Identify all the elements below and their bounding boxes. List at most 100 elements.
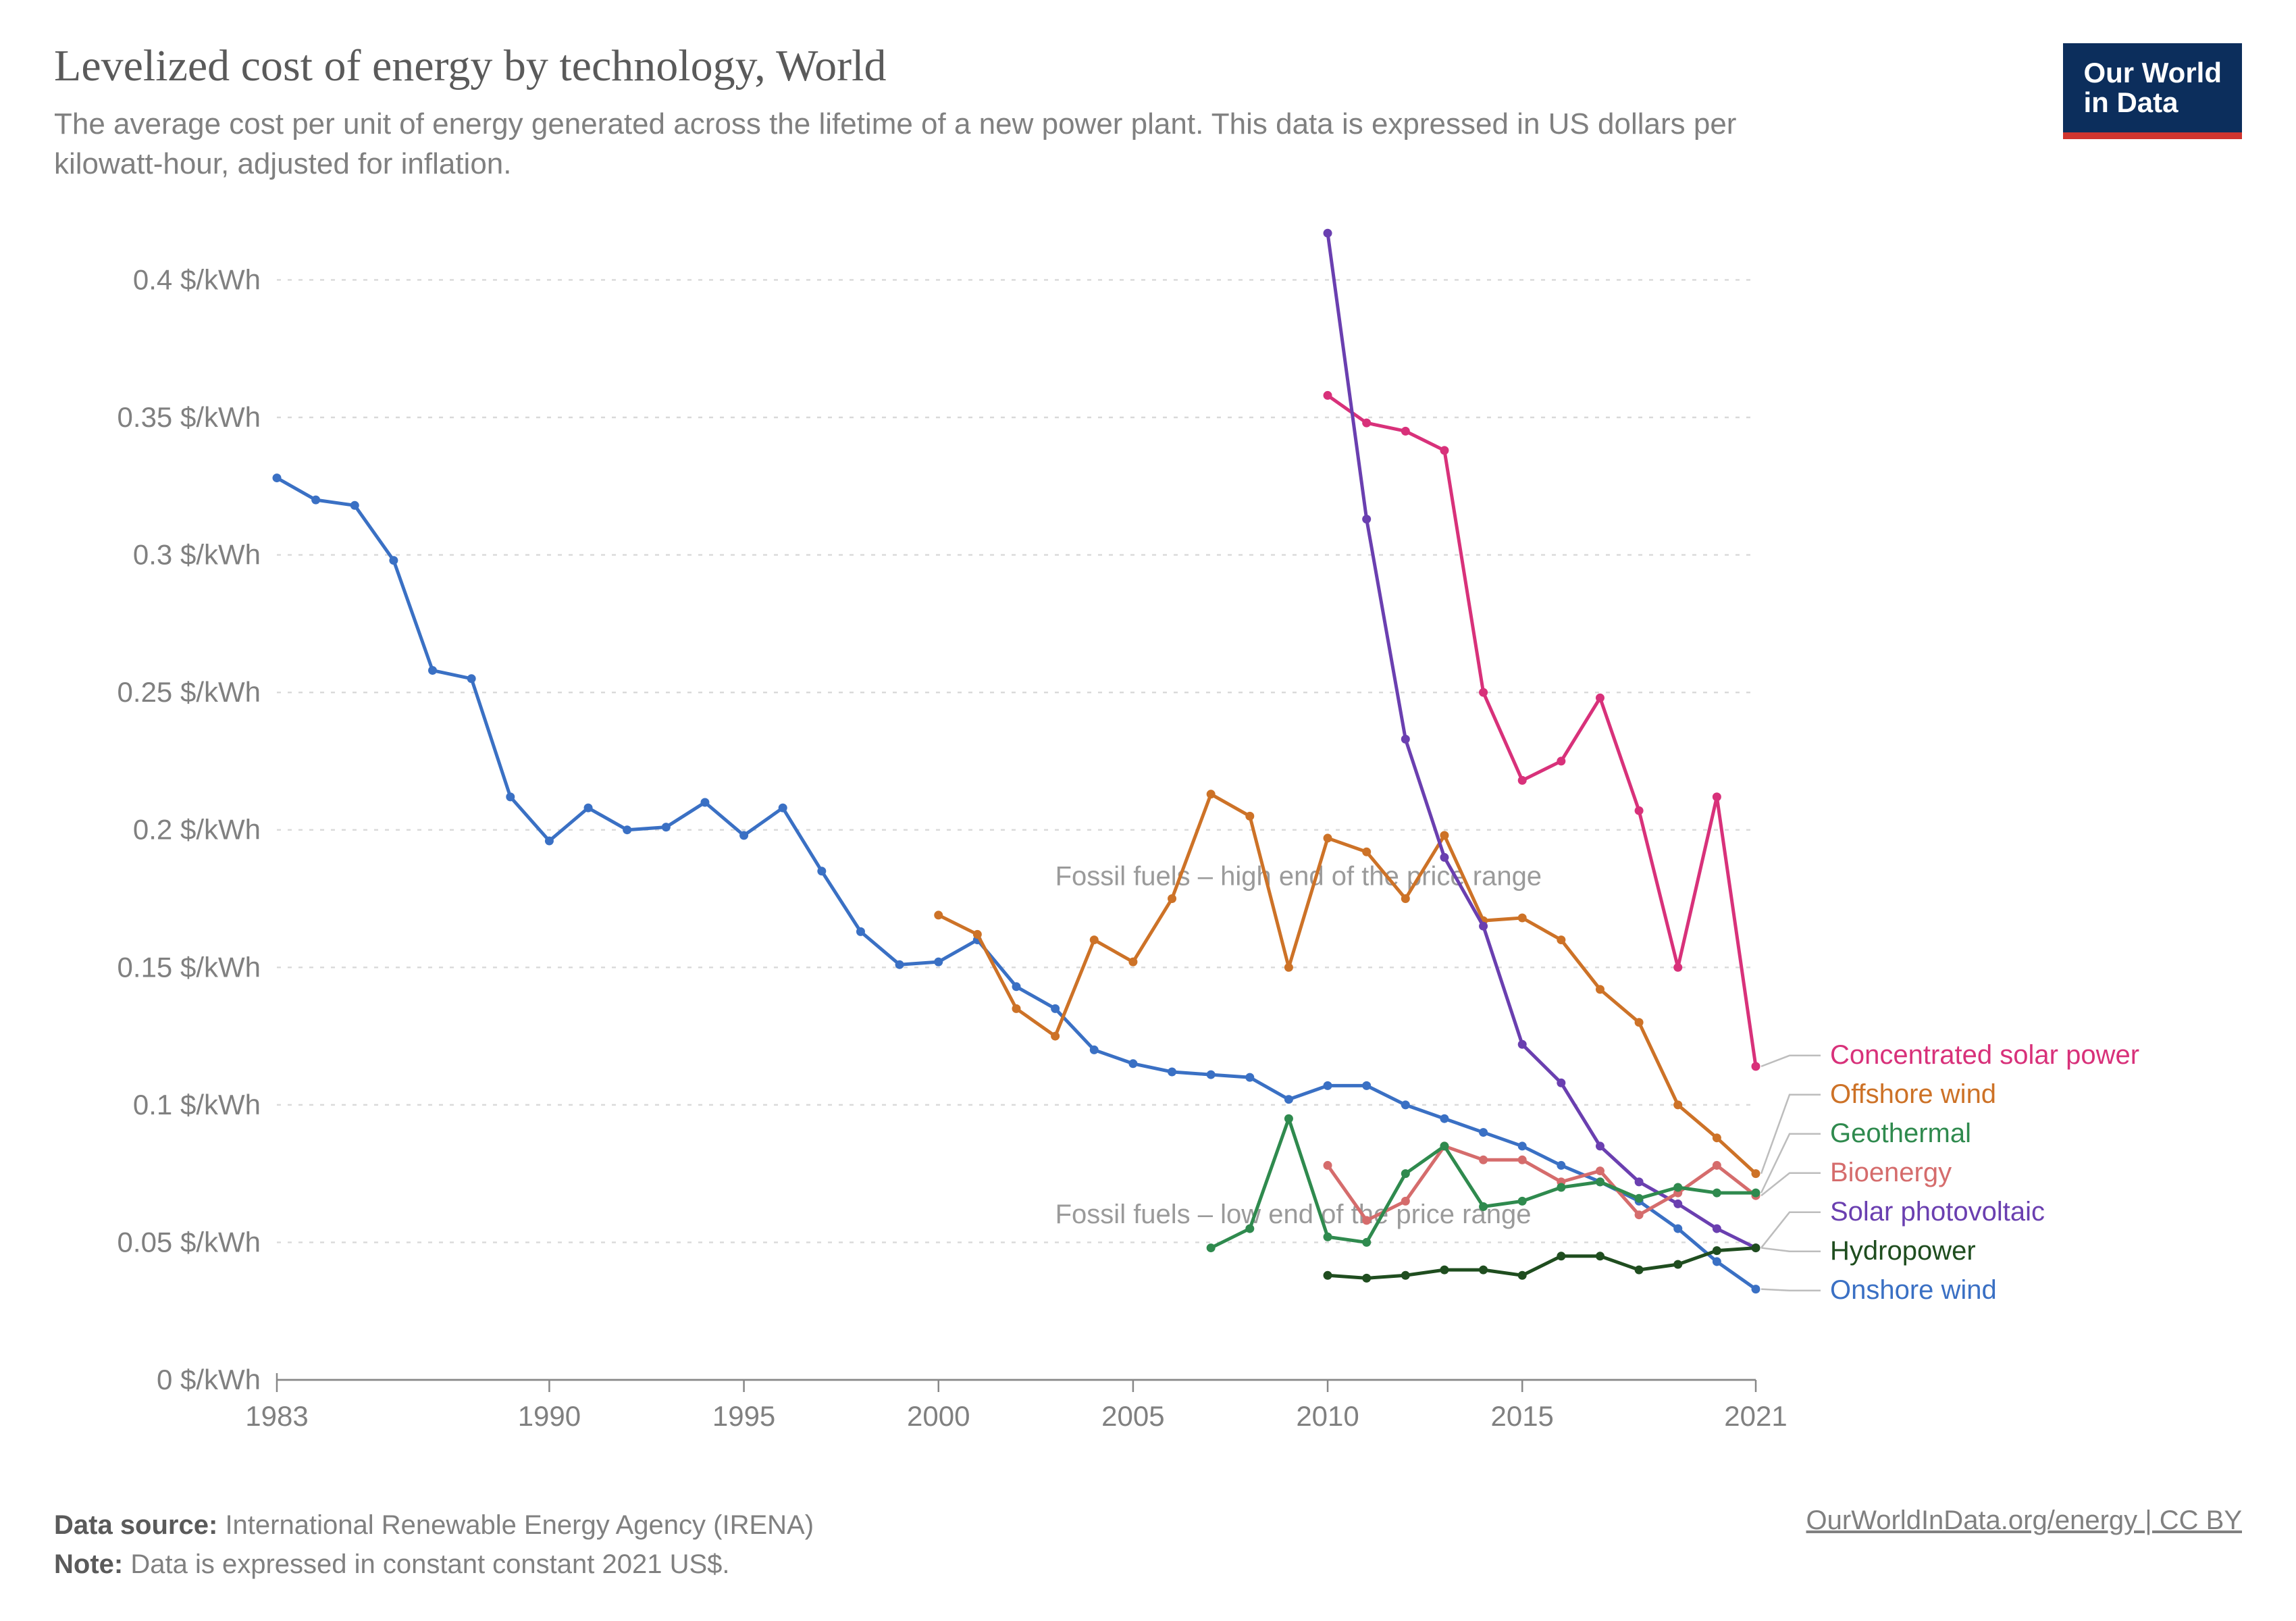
y-tick-label: 0.15 $/kWh [118, 951, 261, 983]
data-point [1362, 515, 1371, 523]
data-point [1168, 1067, 1176, 1076]
label-connector [1761, 1289, 1821, 1290]
data-point [1051, 1031, 1060, 1040]
data-point [1362, 418, 1371, 427]
chart-subtitle: The average cost per unit of energy gene… [54, 104, 1844, 184]
data-point [1713, 1188, 1721, 1197]
label-connector [1761, 1134, 1821, 1193]
data-point [1090, 1046, 1099, 1054]
data-point [389, 556, 398, 565]
data-point [1596, 1166, 1604, 1175]
data-point [1440, 1141, 1449, 1150]
series-line [1328, 395, 1756, 1066]
data-point [350, 501, 359, 510]
label-connector [1761, 1212, 1821, 1248]
data-point [1518, 1040, 1527, 1049]
label-connector [1761, 1247, 1821, 1251]
x-tick-label: 2010 [1296, 1400, 1359, 1432]
data-point [1012, 1004, 1021, 1013]
data-point [1713, 1161, 1721, 1170]
chart-svg: 0 $/kWh0.05 $/kWh0.1 $/kWh0.15 $/kWh0.2 … [54, 205, 2242, 1468]
data-point [934, 910, 943, 919]
label-connector [1761, 1056, 1821, 1066]
logo-line-2: in Data [2083, 86, 2178, 118]
band-label: Fossil fuels – low end of the price rang… [1055, 1200, 1532, 1229]
data-point [1245, 1073, 1254, 1081]
data-point [1673, 1200, 1682, 1208]
data-point [1401, 1271, 1410, 1280]
y-tick-label: 0.35 $/kWh [118, 401, 261, 433]
x-tick-label: 1995 [712, 1400, 775, 1432]
series-line [1328, 1247, 1756, 1278]
data-point [1362, 848, 1371, 856]
data-point [1245, 1224, 1254, 1233]
x-tick-label: 1990 [518, 1400, 581, 1432]
data-point [1557, 1252, 1565, 1260]
data-point [1324, 391, 1332, 400]
data-point [1440, 853, 1449, 862]
data-point [973, 930, 982, 939]
data-point [1284, 1095, 1293, 1104]
data-point [273, 473, 282, 482]
footer-link[interactable]: OurWorldInData.org/energy | CC BY [1806, 1506, 2242, 1536]
footer: Data source: International Renewable Ene… [54, 1506, 2242, 1584]
data-point [1128, 957, 1137, 966]
x-tick-label: 2021 [1724, 1400, 1787, 1432]
data-point [1635, 806, 1644, 815]
data-point [1596, 1141, 1604, 1150]
data-point [428, 666, 437, 675]
data-point [1518, 1141, 1527, 1150]
data-point [1557, 756, 1565, 765]
data-point [1284, 963, 1293, 972]
series-label: Offshore wind [1830, 1079, 1996, 1109]
source-value: International Renewable Energy Agency (I… [225, 1510, 814, 1540]
data-point [779, 803, 787, 812]
data-point [1596, 1252, 1604, 1260]
data-point [1596, 1177, 1604, 1186]
data-point [1557, 935, 1565, 944]
data-point [1324, 1271, 1332, 1280]
data-point [856, 927, 865, 936]
data-point [1401, 735, 1410, 744]
data-point [1128, 1059, 1137, 1068]
note-label: Note: [54, 1549, 123, 1579]
data-point [1479, 1156, 1488, 1164]
data-point [1518, 1197, 1527, 1206]
data-point [700, 798, 709, 806]
data-point [934, 957, 943, 966]
logo-line-1: Our World [2083, 57, 2222, 88]
data-point [1596, 985, 1604, 994]
data-point [1440, 1265, 1449, 1274]
data-point [1401, 1169, 1410, 1178]
data-point [1596, 694, 1604, 702]
data-point [817, 867, 826, 875]
data-point [1752, 1285, 1760, 1293]
data-point [1245, 812, 1254, 821]
data-point [506, 792, 515, 801]
data-point [1284, 1114, 1293, 1123]
data-point [1635, 1210, 1644, 1219]
data-point [1207, 790, 1216, 798]
y-tick-label: 0.25 $/kWh [118, 676, 261, 708]
data-point [1752, 1188, 1760, 1197]
data-point [1713, 1246, 1721, 1255]
chart-title: Levelized cost of energy by technology, … [54, 41, 2242, 92]
series-label: Concentrated solar power [1830, 1040, 2139, 1070]
data-point [1401, 427, 1410, 436]
data-point [1557, 1183, 1565, 1191]
data-point [1362, 1081, 1371, 1090]
y-tick-label: 0.2 $/kWh [133, 813, 261, 845]
data-point [1557, 1161, 1565, 1170]
y-tick-label: 0 $/kWh [157, 1364, 261, 1395]
data-point [1635, 1265, 1644, 1274]
data-point [1752, 1169, 1760, 1178]
footer-left: Data source: International Renewable Ene… [54, 1506, 814, 1584]
data-point [1752, 1243, 1760, 1252]
label-connector [1761, 1173, 1821, 1195]
data-point [1518, 913, 1527, 922]
data-point [1440, 1114, 1449, 1123]
data-point [1713, 1224, 1721, 1233]
data-point [1324, 833, 1332, 842]
y-tick-label: 0.4 $/kWh [133, 263, 261, 295]
series-label: Hydropower [1830, 1236, 1976, 1266]
